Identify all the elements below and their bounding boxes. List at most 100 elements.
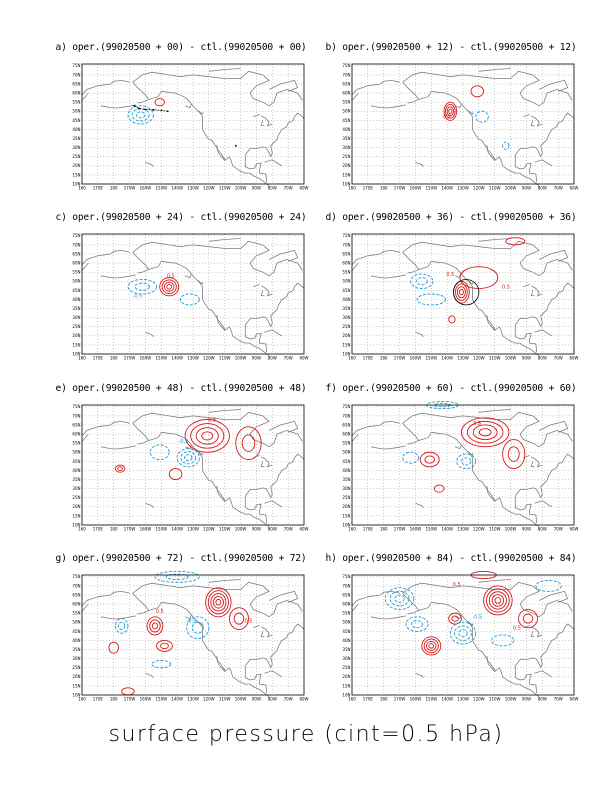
map-plot: 0.5 75N 70N 65N 60N 55N 50N 45N 40N 35N 30N 25N 20N 1…	[342, 63, 578, 191]
lat-tick-label: 50N	[72, 620, 80, 625]
coastline	[351, 420, 400, 437]
positive-contour	[235, 426, 262, 461]
lat-tick-label: 10N	[72, 351, 80, 356]
positive-contour	[195, 427, 219, 445]
lat-tick-label: 60N	[72, 601, 80, 606]
flight-track	[134, 105, 168, 112]
coastline	[244, 324, 268, 353]
lon-tick-label: 150W	[155, 356, 167, 361]
coastline	[216, 144, 226, 161]
map-panel: d) oper.(99020500 + 36) - ctl.(99020500 …	[308, 212, 594, 372]
lat-tick-label: 15N	[342, 172, 350, 177]
lon-tick-label: 170W	[394, 527, 406, 532]
contour-label: 0.5	[167, 274, 175, 280]
coastline	[531, 115, 543, 127]
positive-contour	[233, 612, 245, 625]
lat-tick-label: 10N	[342, 522, 350, 527]
negative-contour	[149, 444, 170, 461]
coastline	[208, 68, 241, 72]
map-frame	[351, 63, 575, 185]
coastline	[244, 623, 305, 669]
coastline	[467, 110, 474, 115]
lat-tick-label: 70N	[342, 72, 350, 77]
lon-tick-label: 150W	[425, 697, 437, 702]
lat-tick-label: 45N	[72, 459, 80, 464]
coastline	[132, 581, 303, 618]
coastline	[538, 249, 569, 262]
map-frame	[351, 574, 575, 696]
lat-tick-label: 25N	[72, 154, 80, 159]
lat-tick-label: 10N	[72, 181, 80, 186]
negative-contour	[165, 573, 189, 580]
negative-contour	[134, 282, 150, 291]
lon-tick-label: 170W	[124, 527, 136, 532]
map-plot: 0.5 0.5 75N 70N 65N 60N 55N 50N 45N 40N 35N 30N 25N 2…	[342, 233, 578, 361]
lon-tick-label: 120W	[203, 697, 215, 702]
lon-tick-label: 150W	[425, 186, 437, 191]
coastline	[530, 461, 535, 468]
lon-tick-label: 180	[380, 356, 388, 361]
positive-contour	[149, 619, 161, 633]
coastline	[514, 154, 538, 183]
lon-tick-label: 130W	[457, 186, 469, 191]
lat-tick-label: 50N	[342, 620, 350, 625]
positive-contour	[505, 237, 526, 246]
panel-title: b) oper.(99020500 + 12) - ctl.(99020500 …	[325, 42, 577, 53]
lon-tick-label: 110W	[489, 356, 501, 361]
positive-contour	[448, 108, 453, 115]
lat-tick-label: 35N	[72, 477, 80, 482]
lat-tick-label: 65N	[72, 592, 80, 597]
coastline	[538, 420, 569, 433]
lon-tick-label: 130W	[187, 527, 199, 532]
coastline	[81, 433, 89, 442]
coastline	[261, 115, 273, 127]
coastline	[184, 444, 192, 450]
positive-contour	[494, 597, 502, 604]
lon-tick-label: 100W	[235, 697, 247, 702]
positive-contour	[443, 101, 458, 121]
lat-tick-label: 45N	[342, 288, 350, 293]
coastline	[132, 251, 150, 274]
coastline	[216, 655, 226, 672]
coastline	[148, 601, 270, 698]
lon-tick-label: 90W	[252, 356, 261, 361]
lat-tick-label: 15N	[72, 513, 80, 518]
positive-contour	[424, 455, 435, 464]
positive-contour	[458, 289, 464, 296]
positive-contour	[518, 609, 538, 629]
lat-tick-label: 45N	[72, 629, 80, 634]
gridlines	[81, 64, 305, 185]
coastline	[514, 623, 575, 669]
lon-tick-label: 90W	[522, 527, 531, 532]
lat-tick-label: 50N	[342, 279, 350, 284]
positive-contour	[421, 636, 442, 656]
coastline	[514, 112, 575, 158]
lon-tick-label: 130W	[457, 697, 469, 702]
positive-contour	[470, 85, 485, 98]
lat-tick-label: 40N	[342, 297, 350, 302]
lon-tick-label: 70W	[284, 527, 293, 532]
positive-contour	[210, 593, 227, 612]
lat-tick-label: 15N	[342, 683, 350, 688]
lon-tick-label: 110W	[489, 697, 501, 702]
coastline	[530, 120, 535, 127]
lat-tick-label: 60N	[342, 260, 350, 265]
coastline	[268, 79, 299, 92]
coastline	[244, 665, 268, 694]
coastline	[145, 331, 154, 338]
coastline	[402, 581, 573, 618]
contour-label: -0.5	[133, 294, 143, 300]
coastline	[418, 431, 540, 528]
lat-tick-label: 70N	[342, 413, 350, 418]
contour-label: 0.5	[208, 417, 216, 423]
positive-contour	[117, 466, 123, 471]
lon-tick-label: 80W	[268, 186, 277, 191]
coastline	[264, 329, 282, 337]
positive-contour	[428, 643, 435, 649]
positive-contour	[478, 428, 492, 437]
negative-contour	[411, 620, 423, 629]
positive-contour	[446, 106, 454, 117]
lon-tick-label: 140W	[441, 356, 453, 361]
figure-caption: surface pressure (cint=0.5 hPa)	[108, 722, 504, 747]
contour-label: -0.5	[179, 439, 189, 445]
